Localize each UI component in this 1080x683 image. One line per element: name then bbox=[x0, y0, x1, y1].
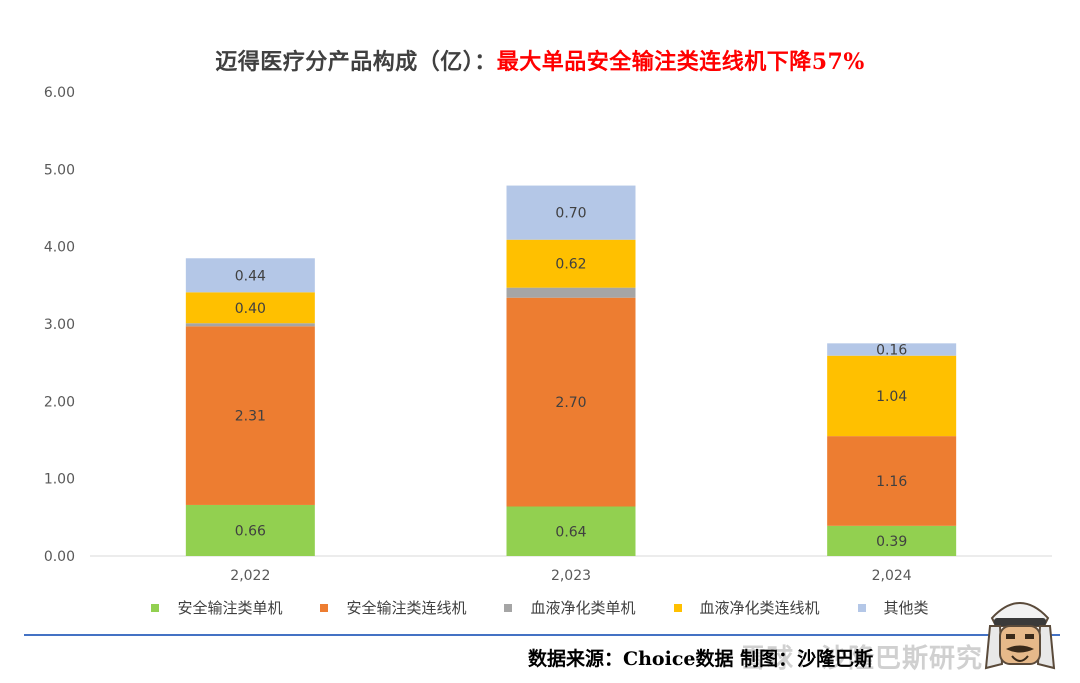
bar-segment bbox=[827, 343, 957, 356]
legend-swatch bbox=[504, 603, 513, 612]
y-tick-label: 1.00 bbox=[44, 472, 75, 488]
legend-label: 其他类 bbox=[883, 599, 929, 617]
chart-title: 迈得医疗分产品构成（亿）：最大单品安全输注类连线机下降57% bbox=[0, 44, 1080, 76]
legend-label: 安全输注类连线机 bbox=[346, 599, 467, 617]
x-tick-label: 2,023 bbox=[551, 568, 591, 584]
bar-segment bbox=[185, 323, 315, 327]
data-label: 1.16 bbox=[876, 474, 907, 490]
data-source-note: 数据来源：Choice数据 制图：沙隆巴斯 bbox=[528, 648, 874, 670]
bar-segment bbox=[506, 185, 636, 240]
bar-segment bbox=[827, 525, 957, 556]
legend-swatch bbox=[320, 603, 329, 612]
stacked-bar-chart: 0.00 1.00 2.00 3.00 4.00 5.00 6.00 0.66 2.31 0.40… bbox=[44, 85, 1052, 584]
bar-segment bbox=[827, 355, 957, 437]
legend-item: 血液净化类连线机 bbox=[673, 597, 820, 618]
chart-title-main: 迈得医疗分产品构成（亿）： bbox=[215, 49, 497, 75]
data-label: 0.62 bbox=[555, 257, 586, 273]
y-tick-label: 6.00 bbox=[44, 85, 75, 101]
bar-segment bbox=[506, 297, 636, 507]
bar-segment bbox=[185, 258, 315, 293]
bar-segment bbox=[506, 239, 636, 288]
data-label: 0.70 bbox=[555, 206, 586, 222]
legend-item: 安全输注类连线机 bbox=[320, 597, 466, 618]
data-label: 0.39 bbox=[876, 534, 907, 550]
bar-segment bbox=[185, 292, 315, 324]
data-label: 0.16 bbox=[876, 343, 907, 359]
legend-item: 血液净化类单机 bbox=[504, 597, 636, 618]
legend-label: 血液净化类单机 bbox=[530, 599, 636, 617]
legend-swatch bbox=[151, 603, 160, 612]
data-label: 0.44 bbox=[235, 268, 266, 284]
bar-segment bbox=[506, 506, 636, 556]
data-label: 2.31 bbox=[235, 409, 266, 425]
chart-legend: 安全输注类单机 安全输注类连线机 血液净化类单机 血液净化类连线机 其他类 bbox=[0, 597, 1080, 618]
legend-label: 血液净化类连线机 bbox=[699, 599, 820, 617]
legend-swatch bbox=[857, 603, 866, 612]
watermark: 雪球：沙隆巴斯研究 bbox=[740, 644, 984, 674]
legend-swatch bbox=[673, 603, 682, 612]
data-label: 0.40 bbox=[235, 301, 266, 317]
y-tick-label: 5.00 bbox=[44, 162, 75, 178]
bar-segment bbox=[185, 326, 315, 505]
y-tick-label: 2.00 bbox=[44, 394, 75, 410]
y-tick-label: 4.00 bbox=[44, 240, 75, 256]
footer-divider bbox=[24, 634, 1060, 636]
bar-segment bbox=[185, 504, 315, 556]
x-tick-label: 2,022 bbox=[230, 568, 270, 584]
y-tick-label: 3.00 bbox=[44, 317, 75, 333]
data-label: 2.70 bbox=[555, 395, 586, 411]
bar-segment bbox=[506, 287, 636, 298]
y-tick-label: 0.00 bbox=[44, 549, 75, 565]
data-label: 0.66 bbox=[235, 523, 266, 539]
legend-item: 其他类 bbox=[857, 597, 929, 618]
chart-title-highlight: 最大单品安全输注类连线机下降57% bbox=[496, 49, 865, 75]
legend-item: 安全输注类单机 bbox=[151, 597, 282, 618]
x-tick-label: 2,024 bbox=[872, 568, 912, 584]
data-label: 1.04 bbox=[876, 389, 907, 405]
avatar bbox=[984, 602, 1056, 670]
legend-label: 安全输注类单机 bbox=[177, 599, 283, 617]
bar-segment bbox=[827, 436, 957, 526]
data-label: 0.64 bbox=[555, 524, 586, 540]
